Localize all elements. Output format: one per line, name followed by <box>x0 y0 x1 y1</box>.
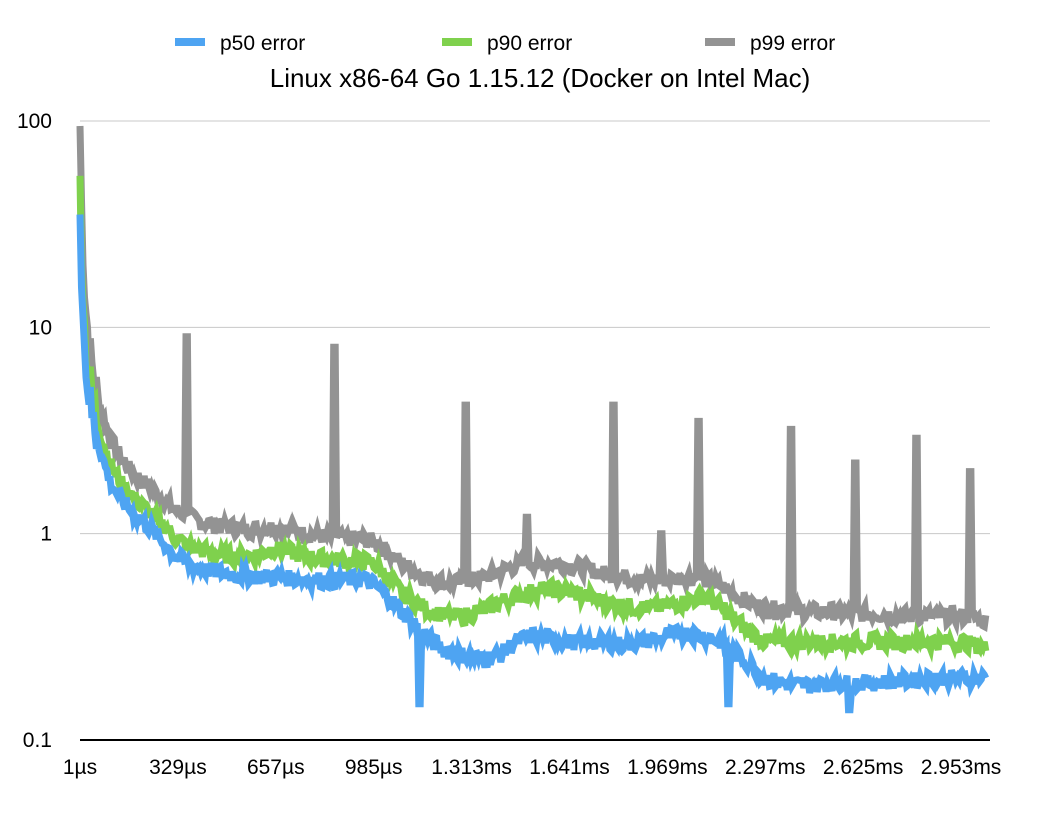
series-p99-error <box>76 125 990 637</box>
y-tick-label: 10 <box>29 316 52 339</box>
x-tick-label: 985µs <box>345 756 403 779</box>
y-tick-label: 1 <box>40 523 52 546</box>
y-tick-label: 100 <box>17 110 52 133</box>
series-p90-error <box>76 175 990 663</box>
x-tick-label: 2.625ms <box>823 756 904 779</box>
series-line <box>76 125 990 637</box>
legend-item: p50 error <box>175 32 305 55</box>
x-tick-label: 2.297ms <box>725 756 806 779</box>
x-tick-label: 657µs <box>247 756 305 779</box>
series-p50-error <box>76 214 989 714</box>
x-tick-label: 1.641ms <box>529 756 610 779</box>
x-tick-label: 1.969ms <box>627 756 708 779</box>
legend-label: p99 error <box>750 32 835 55</box>
series-layer <box>76 125 990 714</box>
legend-label: p90 error <box>487 32 572 55</box>
legend-item: p90 error <box>442 32 572 55</box>
legend-swatch <box>175 38 205 46</box>
series-line <box>76 175 990 663</box>
legend: p50 error p90 error p99 error <box>175 32 835 55</box>
legend-swatch <box>705 38 735 46</box>
series-line <box>76 214 989 714</box>
x-tick-label: 1.313ms <box>431 756 512 779</box>
x-axis-tick-labels: 1µs 329µs 657µs 985µs 1.313ms 1.641ms 1.969ms 2… <box>63 756 1001 779</box>
legend-swatch <box>442 38 472 46</box>
x-tick-label: 1µs <box>63 756 97 779</box>
y-tick-label: 0.1 <box>23 729 52 752</box>
legend-label: p50 error <box>220 32 305 55</box>
x-tick-label: 2.953ms <box>921 756 1002 779</box>
chart-title: Linux x86-64 Go 1.15.12 (Docker on Intel… <box>270 63 811 93</box>
legend-item: p99 error <box>705 32 835 55</box>
x-tick-label: 329µs <box>149 756 207 779</box>
y-axis-tick-labels: 0.1 1 10 100 <box>17 110 52 752</box>
